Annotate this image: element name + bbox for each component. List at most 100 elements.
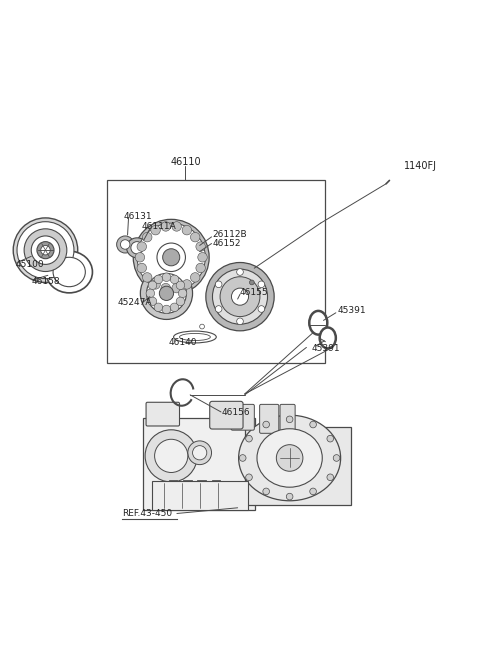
Circle shape [37,242,54,259]
Circle shape [143,233,152,242]
Circle shape [13,218,78,282]
Circle shape [310,421,316,428]
Circle shape [191,272,200,282]
Circle shape [216,306,222,312]
Text: 26112B: 26112B [213,231,247,240]
Circle shape [24,229,67,272]
Circle shape [327,436,334,442]
Ellipse shape [239,415,341,501]
FancyBboxPatch shape [231,404,254,430]
Circle shape [154,275,163,284]
Circle shape [333,455,340,461]
Circle shape [162,273,171,282]
Circle shape [246,436,252,442]
Circle shape [117,236,134,253]
Circle shape [140,267,192,320]
Circle shape [137,263,146,272]
Circle shape [162,305,171,314]
Ellipse shape [309,311,327,335]
Circle shape [258,281,264,288]
Circle shape [170,303,179,312]
FancyBboxPatch shape [210,402,243,429]
Circle shape [258,306,264,312]
Circle shape [286,493,293,500]
Bar [107,180,325,363]
Circle shape [206,263,274,331]
Circle shape [191,233,200,242]
FancyBboxPatch shape [280,404,295,436]
Circle shape [157,243,185,272]
Circle shape [159,286,174,301]
Circle shape [143,272,152,282]
Circle shape [182,225,192,235]
Circle shape [182,280,192,289]
Ellipse shape [127,238,147,258]
Text: 46140: 46140 [169,338,197,347]
Text: 46155: 46155 [240,288,269,297]
Circle shape [263,488,269,495]
Circle shape [176,297,185,306]
Circle shape [133,219,209,295]
Circle shape [148,297,157,306]
Ellipse shape [131,242,143,254]
Circle shape [198,253,207,262]
Text: 45391: 45391 [311,344,340,353]
Text: REF.43-450: REF.43-450 [122,509,172,518]
Text: 46110: 46110 [170,157,201,168]
Circle shape [172,221,181,231]
Circle shape [250,280,254,285]
Circle shape [146,273,186,313]
Circle shape [188,441,212,464]
Circle shape [155,440,188,472]
Text: 46152: 46152 [213,240,241,248]
Circle shape [200,324,204,329]
Circle shape [137,242,146,252]
Circle shape [231,288,249,305]
Circle shape [148,281,157,290]
Bar [197,480,206,506]
Circle shape [137,223,205,291]
Bar [152,481,248,510]
Bar [169,480,178,506]
Circle shape [163,249,180,266]
Circle shape [172,284,181,293]
Text: 45391: 45391 [338,306,366,315]
Circle shape [151,225,160,235]
Circle shape [196,242,205,252]
Text: 45247A: 45247A [118,298,152,307]
Circle shape [276,445,303,471]
Circle shape [145,430,197,482]
Ellipse shape [324,332,331,344]
Circle shape [237,269,243,275]
Circle shape [154,303,163,312]
Circle shape [246,474,252,481]
Ellipse shape [46,251,93,293]
Bar [143,419,255,510]
Ellipse shape [320,328,336,348]
Circle shape [120,240,130,249]
Ellipse shape [314,316,323,330]
Circle shape [196,263,205,272]
Circle shape [220,276,260,316]
Circle shape [31,236,60,265]
Circle shape [213,269,267,324]
Circle shape [327,474,334,481]
Bar [245,426,351,505]
Circle shape [176,281,185,290]
Circle shape [216,281,222,288]
Circle shape [161,221,170,231]
Circle shape [263,421,269,428]
Text: 46131: 46131 [123,212,152,221]
Ellipse shape [257,429,322,487]
Circle shape [179,289,187,297]
Text: 45100: 45100 [16,261,45,269]
Circle shape [237,318,243,325]
Circle shape [192,445,207,460]
Ellipse shape [53,257,85,287]
Text: 46158: 46158 [31,278,60,286]
Circle shape [17,221,74,278]
FancyBboxPatch shape [260,404,279,434]
Circle shape [286,416,293,422]
Circle shape [170,275,179,284]
Bar [212,480,220,506]
